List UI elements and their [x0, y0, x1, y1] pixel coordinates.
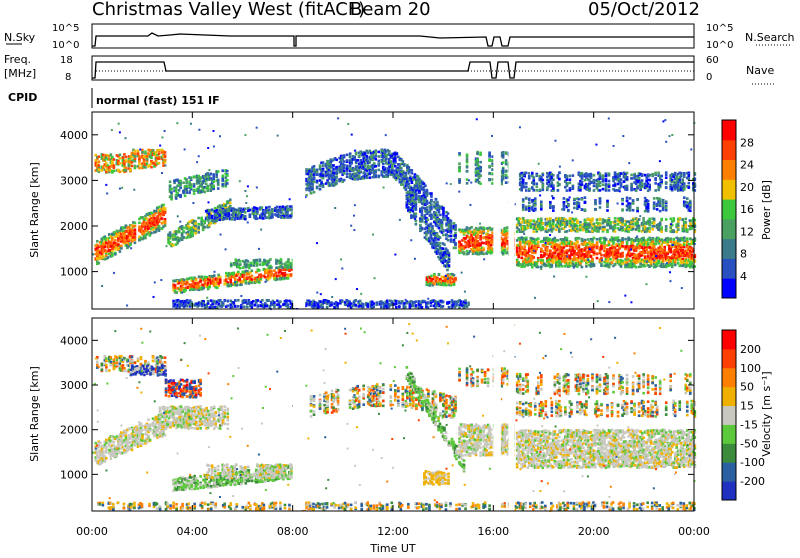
x-tick-label: 04:00 — [176, 525, 208, 538]
velocity-colorbar: 200 100 50 15 -15 -50 -100 -200 — [722, 330, 765, 501]
power-colorbar-segment — [722, 239, 736, 259]
nsky-trace — [92, 33, 694, 46]
velocity-colorbar-tick: 200 — [740, 343, 761, 356]
power-colorbar-segment — [722, 160, 736, 180]
velocity-colorbar-tick: 100 — [740, 362, 761, 375]
freq-panel: Freq. [MHz] 18 8 60 0 Nave — [4, 53, 776, 84]
x-tick-label: 12:00 — [377, 525, 409, 538]
velocity-colorbar-segment — [722, 387, 736, 406]
nsky-panel: N.Sky 10^5 10^0 10^5 10^0 N.Search — [4, 23, 795, 51]
power-colorbar-tick: 8 — [740, 248, 747, 261]
beam-title: Beam 20 — [350, 0, 431, 20]
power-colorbar-tick: 28 — [740, 136, 754, 149]
date-title: 05/Oct/2012 — [588, 0, 700, 20]
x-tick-label: 00:00 — [76, 525, 108, 538]
nsky-tick-high: 10^5 — [52, 23, 79, 34]
x-tick-label: 00:00 — [678, 525, 710, 538]
power-colorbar-label: Power [dB] — [760, 180, 773, 240]
freq-label-1: Freq. — [4, 53, 31, 66]
nsearch-label: N.Search — [745, 31, 795, 44]
velocity-colorbar-segment — [722, 462, 736, 481]
power-colorbar: 28 24 20 16 12 8 4 — [722, 120, 754, 299]
power-y-tick-label: 2000 — [60, 220, 88, 233]
nsearch-tick-low: 10^0 — [706, 40, 733, 51]
velocity-colorbar-segment — [722, 424, 736, 443]
velocity-y-tick-label: 3000 — [60, 379, 88, 392]
power-colorbar-tick: 16 — [740, 203, 754, 216]
velocity-colorbar-tick: -50 — [740, 437, 758, 450]
nave-label: Nave — [746, 64, 774, 77]
nave-tick-high: 60 — [706, 55, 719, 66]
velocity-colorbar-label: Velocity [m s⁻¹] — [760, 371, 773, 456]
x-tick-label: 16:00 — [477, 525, 509, 538]
x-axis-label: Time UT — [369, 542, 415, 554]
nsky-tick-low: 10^0 — [52, 40, 79, 51]
velocity-colorbar-tick: 15 — [740, 400, 754, 413]
power-colorbar-segment — [722, 278, 736, 298]
velocity-colorbar-segment — [722, 443, 736, 462]
velocity-panel: 4000 3000 2000 1000 Slant Range [km] 200 100… — [28, 318, 773, 512]
station-title: Christmas Valley West (fitACF) — [92, 0, 365, 20]
nsky-label: N.Sky — [4, 31, 36, 44]
power-colorbar-tick: 20 — [740, 181, 754, 194]
cpid-label: CPID — [8, 91, 37, 104]
velocity-colorbar-tick: 50 — [740, 381, 754, 394]
power-colorbar-segment — [722, 179, 736, 199]
velocity-y-tick-label: 2000 — [60, 424, 88, 437]
velocity-ylabel: Slant Range [km] — [28, 366, 41, 462]
power-colorbar-segment — [722, 219, 736, 239]
freq-trace — [92, 62, 694, 78]
velocity-y-tick-label: 1000 — [60, 468, 88, 481]
x-tick-label: 20:00 — [578, 525, 610, 538]
cpid-text: normal (fast) 151 IF — [96, 94, 220, 107]
freq-tick-high: 18 — [60, 55, 73, 66]
freq-label-2: [MHz] — [4, 67, 36, 80]
power-y-tick-label: 4000 — [60, 129, 88, 142]
power-ylabel: Slant Range [km] — [28, 162, 41, 258]
x-tick-label: 08:00 — [277, 525, 309, 538]
nsearch-tick-high: 10^5 — [706, 23, 733, 34]
power-colorbar-tick: 4 — [740, 270, 747, 283]
power-colorbar-segment — [722, 140, 736, 160]
velocity-y-tick-label: 4000 — [60, 334, 88, 347]
velocity-colorbar-segment — [722, 330, 736, 349]
velocity-colorbar-tick: -100 — [740, 456, 765, 469]
power-y-tick-label: 3000 — [60, 174, 88, 187]
power-colorbar-tick: 12 — [740, 225, 754, 238]
power-panel: 4000 3000 2000 1000 Slant Range [km] 28 24 20… — [28, 112, 773, 310]
velocity-colorbar-segment — [722, 481, 736, 500]
velocity-colorbar-segment — [722, 406, 736, 425]
velocity-colorbar-segment — [722, 349, 736, 368]
power-colorbar-segment — [722, 120, 736, 140]
power-colorbar-tick: 24 — [740, 159, 754, 172]
freq-tick-low: 8 — [65, 72, 71, 83]
power-colorbar-segment — [722, 199, 736, 219]
power-y-tick-label: 1000 — [60, 266, 88, 279]
velocity-colorbar-tick: -200 — [740, 475, 765, 488]
velocity-colorbar-tick: -15 — [740, 418, 758, 431]
velocity-colorbar-segment — [722, 368, 736, 387]
nave-tick-low: 0 — [706, 72, 712, 83]
power-colorbar-segment — [722, 258, 736, 278]
